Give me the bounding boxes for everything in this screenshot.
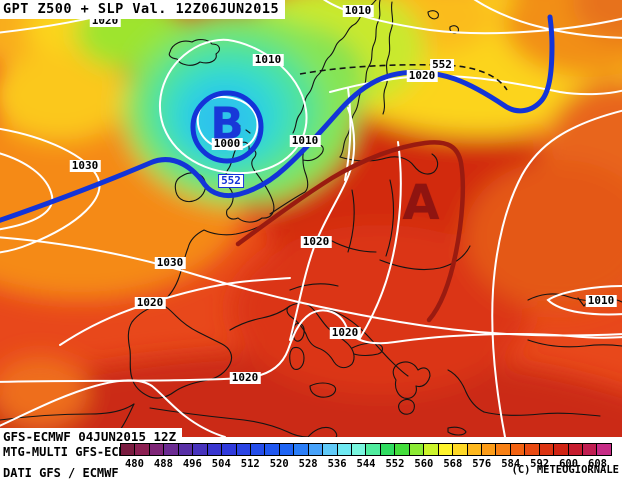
low-pressure-symbol: B <box>210 98 244 150</box>
colorbar-cell <box>554 444 569 455</box>
colorbar-cell <box>409 444 425 455</box>
colorbar-cell <box>265 444 280 455</box>
colorbar-cell <box>366 444 381 455</box>
weather-map <box>0 0 622 437</box>
geopotential-label: 552 <box>218 174 244 188</box>
z500-colorbar <box>120 443 612 456</box>
isobar-label: 1020 <box>134 296 166 309</box>
colorbar-cell <box>568 444 583 455</box>
colorbar-cell <box>438 444 454 455</box>
isobar-label: 1000 <box>211 137 243 150</box>
colorbar-tick: 600 <box>559 458 579 470</box>
colorbar-tick: 576 <box>472 458 492 470</box>
footer: GFS-ECMWF 04JUN2015 12Z MTG-MULTI GFS-EC… <box>0 428 622 480</box>
isobar-label: 1010 <box>289 134 321 147</box>
copyright-label: (C) METEOGIORNALE <box>511 464 619 476</box>
colorbar-cell <box>525 444 540 455</box>
colorbar-cell <box>597 444 611 455</box>
colorbar-cell <box>279 444 295 455</box>
isobar-label: 1030 <box>69 159 101 172</box>
colorbar-tick: 536 <box>327 458 347 470</box>
colorbar-cell <box>121 444 136 455</box>
colorbar-cell <box>395 444 410 455</box>
colorbar-tick: 488 <box>153 458 173 470</box>
high-pressure-symbol: A <box>402 174 440 231</box>
colorbar-cell <box>583 444 598 455</box>
z500-dashed-contour <box>299 63 508 91</box>
isobar-label: 1010 <box>585 294 617 307</box>
colorbar-cell <box>250 444 266 455</box>
colorbar-cell <box>323 444 338 455</box>
colorbar-cell <box>193 444 208 455</box>
isobar-label: 1010 <box>252 53 284 66</box>
colorbar-tick: 520 <box>269 458 289 470</box>
colorbar-tick: 592 <box>530 458 550 470</box>
colorbar-tick: 544 <box>356 458 376 470</box>
isobar-label: 1020 <box>329 326 361 339</box>
coastlines <box>0 0 622 437</box>
colorbar-cell <box>178 444 194 455</box>
colorbar-cell <box>481 444 497 455</box>
colorbar-tick: 568 <box>443 458 463 470</box>
map-title: GPT Z500 + SLP Val. 12Z06JUN2015 <box>0 0 286 19</box>
colorbar-cell <box>135 444 150 455</box>
colorbar-tick: 584 <box>501 458 521 470</box>
product-label: MTG-MULTI GFS-ECMWF <box>3 445 141 459</box>
ridge-line <box>235 140 466 323</box>
colorbar-tick: 512 <box>240 458 260 470</box>
map-area <box>0 0 622 437</box>
isobar-label: 1020 <box>406 69 438 82</box>
isobar-label: 1030 <box>154 256 186 269</box>
colorbar-tick: 528 <box>298 458 318 470</box>
colorbar-cell <box>164 444 179 455</box>
colorbar-cell <box>424 444 439 455</box>
colorbar-cell <box>453 444 468 455</box>
colorbar-cell <box>496 444 511 455</box>
colorbar-cell <box>308 444 324 455</box>
colorbar-tick: 560 <box>414 458 434 470</box>
colorbar-cell <box>294 444 309 455</box>
trough-line-552 <box>0 14 555 223</box>
colorbar-tick: 608 <box>588 458 607 470</box>
isobar-label: 1010 <box>342 4 374 17</box>
colorbar-tick: 504 <box>211 458 231 470</box>
isobar-label: 1020 <box>229 371 261 384</box>
colorbar-cell <box>510 444 526 455</box>
low-center-circle <box>190 90 264 164</box>
colorbar-tick: 480 <box>124 458 144 470</box>
colorbar-cell <box>539 444 555 455</box>
isobar-label: 1020 <box>300 235 332 248</box>
model-run-label: GFS-ECMWF 04JUN2015 12Z <box>0 428 183 445</box>
z500-color-field <box>0 0 622 437</box>
colorbar-cell <box>149 444 165 455</box>
colorbar-cell <box>380 444 396 455</box>
geopotential-label: 552 <box>430 58 454 71</box>
colorbar-cell <box>222 444 237 455</box>
colorbar-cell <box>352 444 367 455</box>
colorbar-cell <box>236 444 251 455</box>
colorbar-tick: 496 <box>182 458 202 470</box>
data-source-label: DATI GFS / ECMWF <box>3 466 119 480</box>
colorbar-cell <box>337 444 352 455</box>
colorbar-tick: 552 <box>385 458 405 470</box>
colorbar-cell <box>467 444 482 455</box>
colorbar-cell <box>207 444 223 455</box>
